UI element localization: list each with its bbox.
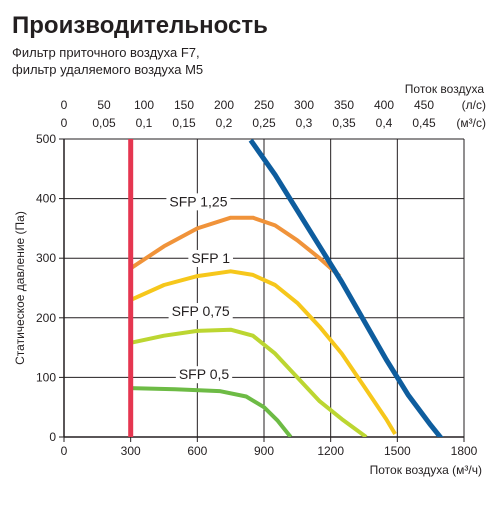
top-tick-label-ls: 450: [414, 98, 434, 112]
top-tick-label-m3s: 0,45: [412, 116, 436, 130]
x-tick-label: 600: [187, 444, 207, 458]
top-tick-label-m3s: 0,15: [172, 116, 196, 130]
top-tick-label-m3s: 0,05: [92, 116, 116, 130]
top-tick-label-ls: 300: [294, 98, 314, 112]
chart-annotations: SFP 1,25 SFP 1 SFP 0,75 SFP 0,5: [166, 193, 233, 384]
sfp-curve-label: SFP 1: [191, 250, 230, 266]
top-axis-label: Поток воздуха: [405, 82, 485, 96]
y-tick-label: 0: [49, 430, 56, 444]
y-axis-ticks: 0 100 200 300 400 500: [36, 132, 64, 444]
chart-subtitle-line-2: фильтр удаляемого воздуха M5: [12, 62, 203, 77]
top-tick-label-ls: 350: [334, 98, 354, 112]
chart-subtitle-line-1: Фильтр приточного воздуха F7,: [12, 45, 200, 60]
x-tick-label: 1200: [317, 444, 344, 458]
top-axis-units-m3s: (м³/с): [456, 116, 486, 130]
top-tick-label-ls: 150: [174, 98, 194, 112]
y-tick-label: 100: [36, 370, 56, 384]
y-tick-label: 500: [36, 132, 56, 146]
sfp-label-background: [168, 303, 233, 321]
top-tick-label-ls: 400: [374, 98, 394, 112]
sfp-curve-1: [130, 386, 293, 437]
sfp-label-background: [188, 249, 233, 267]
chart-title: Производительность: [12, 12, 268, 39]
y-tick-label: 200: [36, 311, 56, 325]
top-axis-units-ls: (л/с): [462, 98, 486, 112]
sfp-curve-label: SFP 0,5: [179, 366, 230, 382]
sfp-curve-3: [129, 269, 397, 436]
top-tick-label-m3s: 0,2: [216, 116, 233, 130]
y-tick-label: 300: [36, 251, 56, 265]
top-tick-label-ls: 0: [61, 98, 68, 112]
sfp-curve-4: [129, 215, 341, 278]
top-axis-ticks: 0 0 50 0,05 100 0,1 150 0,15 200 0,2 250 0,25 300 0,3…: [61, 98, 436, 130]
x-axis-ticks: 0 300 600 900 1200 1500 1800: [61, 437, 478, 458]
y-tick-label: 400: [36, 192, 56, 206]
chart-series: [128, 139, 444, 437]
x-tick-label: 900: [254, 444, 274, 458]
top-tick-label-m3s: 0,3: [296, 116, 313, 130]
x-tick-label: 0: [61, 444, 68, 458]
y-axis-label: Статическое давление (Па): [13, 211, 27, 365]
top-tick-label-ls: 50: [97, 98, 111, 112]
top-tick-label-ls: 250: [254, 98, 274, 112]
top-tick-label-m3s: 0,25: [252, 116, 276, 130]
sfp-label-background: [175, 366, 233, 384]
top-tick-label-m3s: 0,4: [376, 116, 393, 130]
top-tick-label-m3s: 0: [61, 116, 68, 130]
x-tick-label: 1500: [384, 444, 411, 458]
sfp-curve-label: SFP 0,75: [172, 303, 230, 319]
x-tick-label: 1800: [451, 444, 478, 458]
sfp-curve-label: SFP 1,25: [169, 193, 227, 209]
top-tick-label-ls: 200: [214, 98, 234, 112]
max-capacity-curve: [248, 139, 444, 437]
sfp-curve-2: [130, 327, 368, 437]
top-tick-label-m3s: 0,1: [136, 116, 153, 130]
x-tick-label: 300: [121, 444, 141, 458]
sfp-label-background: [166, 193, 231, 211]
top-tick-label-ls: 100: [134, 98, 154, 112]
top-tick-label-m3s: 0,35: [332, 116, 356, 130]
x-axis-label: Поток воздуха (м³/ч): [370, 463, 482, 477]
